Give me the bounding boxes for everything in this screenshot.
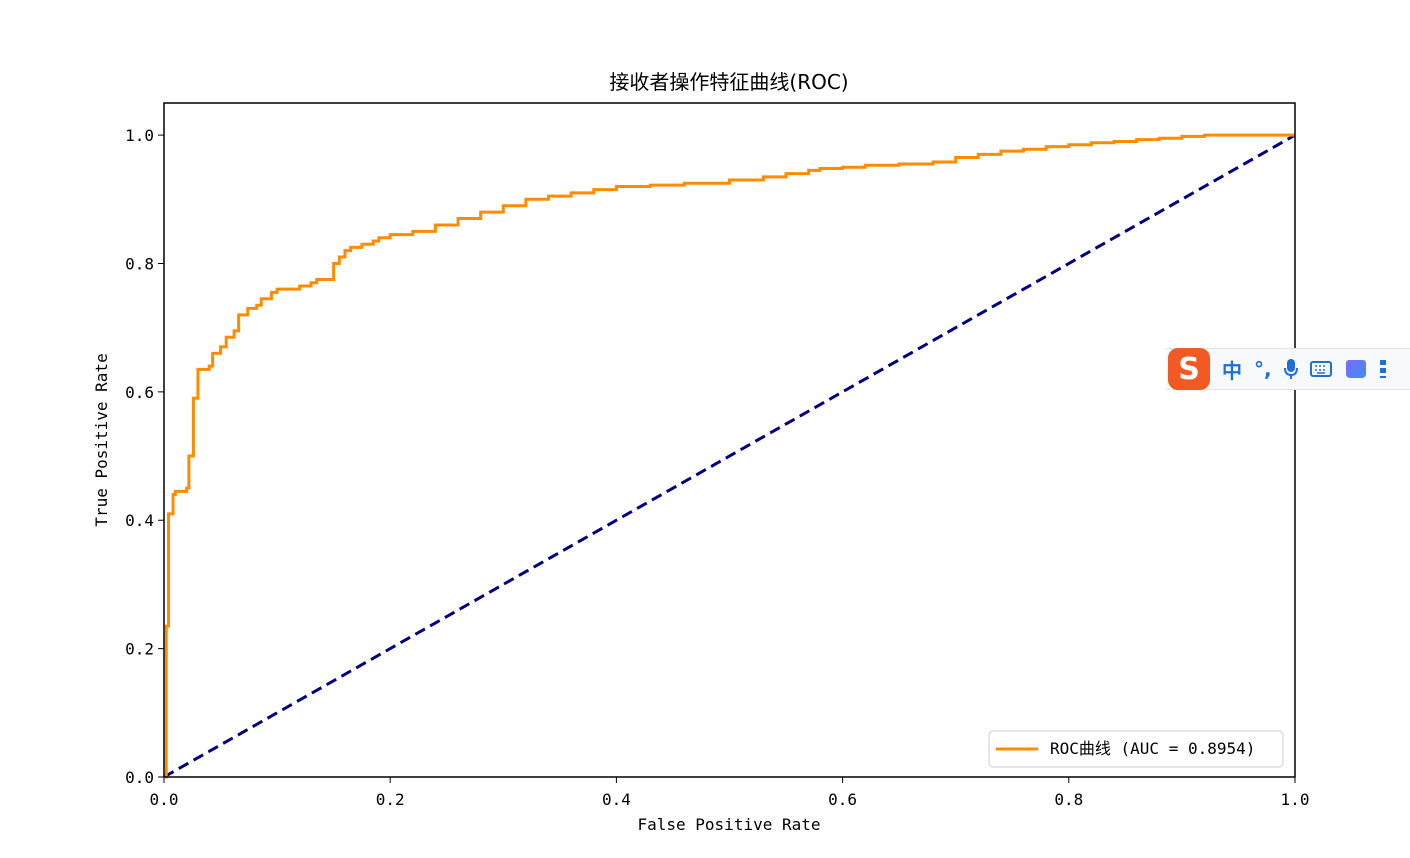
x-tick-label: 0.0 [150, 790, 179, 809]
y-tick-label: 0.8 [125, 254, 154, 273]
legend: ROC曲线 (AUC = 0.8954) [988, 730, 1284, 768]
x-tick-label: 0.4 [602, 790, 631, 809]
ime-mode-toggle[interactable]: 中 [1222, 358, 1242, 383]
y-tick-label: 0.6 [125, 383, 154, 402]
ime-logo-icon[interactable]: S [1168, 348, 1210, 390]
plot-area [163, 133, 1296, 779]
keyboard-icon[interactable] [1309, 361, 1332, 377]
mic-icon[interactable] [1283, 359, 1298, 379]
x-tick-label: 1.0 [1281, 790, 1310, 809]
grip-icon[interactable] [1379, 360, 1386, 378]
y-tick-label: 0.0 [125, 768, 154, 787]
x-tick-label: 0.8 [1054, 790, 1083, 809]
tick-layer: 0.0 0.2 0.4 0.6 0.8 1.0 0.0 0.2 0.4 0.6 0.8 1.0 [125, 126, 1309, 809]
ime-toolbar[interactable]: S 中 °, [1166, 348, 1410, 390]
skin-icon[interactable] [1345, 360, 1366, 378]
x-tick-label: 0.2 [376, 790, 405, 809]
x-axis-label: False Positive Rate [637, 815, 820, 834]
y-tick-label: 1.0 [125, 126, 154, 145]
legend-box [988, 730, 1284, 768]
y-tick-label: 0.4 [125, 511, 154, 530]
x-tick-label: 0.6 [828, 790, 857, 809]
ime-punctuation-toggle[interactable]: °, [1254, 357, 1272, 381]
chart-title: 接收者操作特征曲线(ROC) [609, 70, 848, 94]
axes-frame [163, 102, 1296, 778]
y-tick-label: 0.2 [125, 640, 154, 659]
roc-curve-line [164, 133, 1295, 779]
legend-label-roc: ROC曲线 (AUC = 0.8954) [1050, 739, 1255, 758]
chance-diagonal-line [163, 133, 1296, 779]
y-axis-label: True Positive Rate [92, 353, 111, 526]
